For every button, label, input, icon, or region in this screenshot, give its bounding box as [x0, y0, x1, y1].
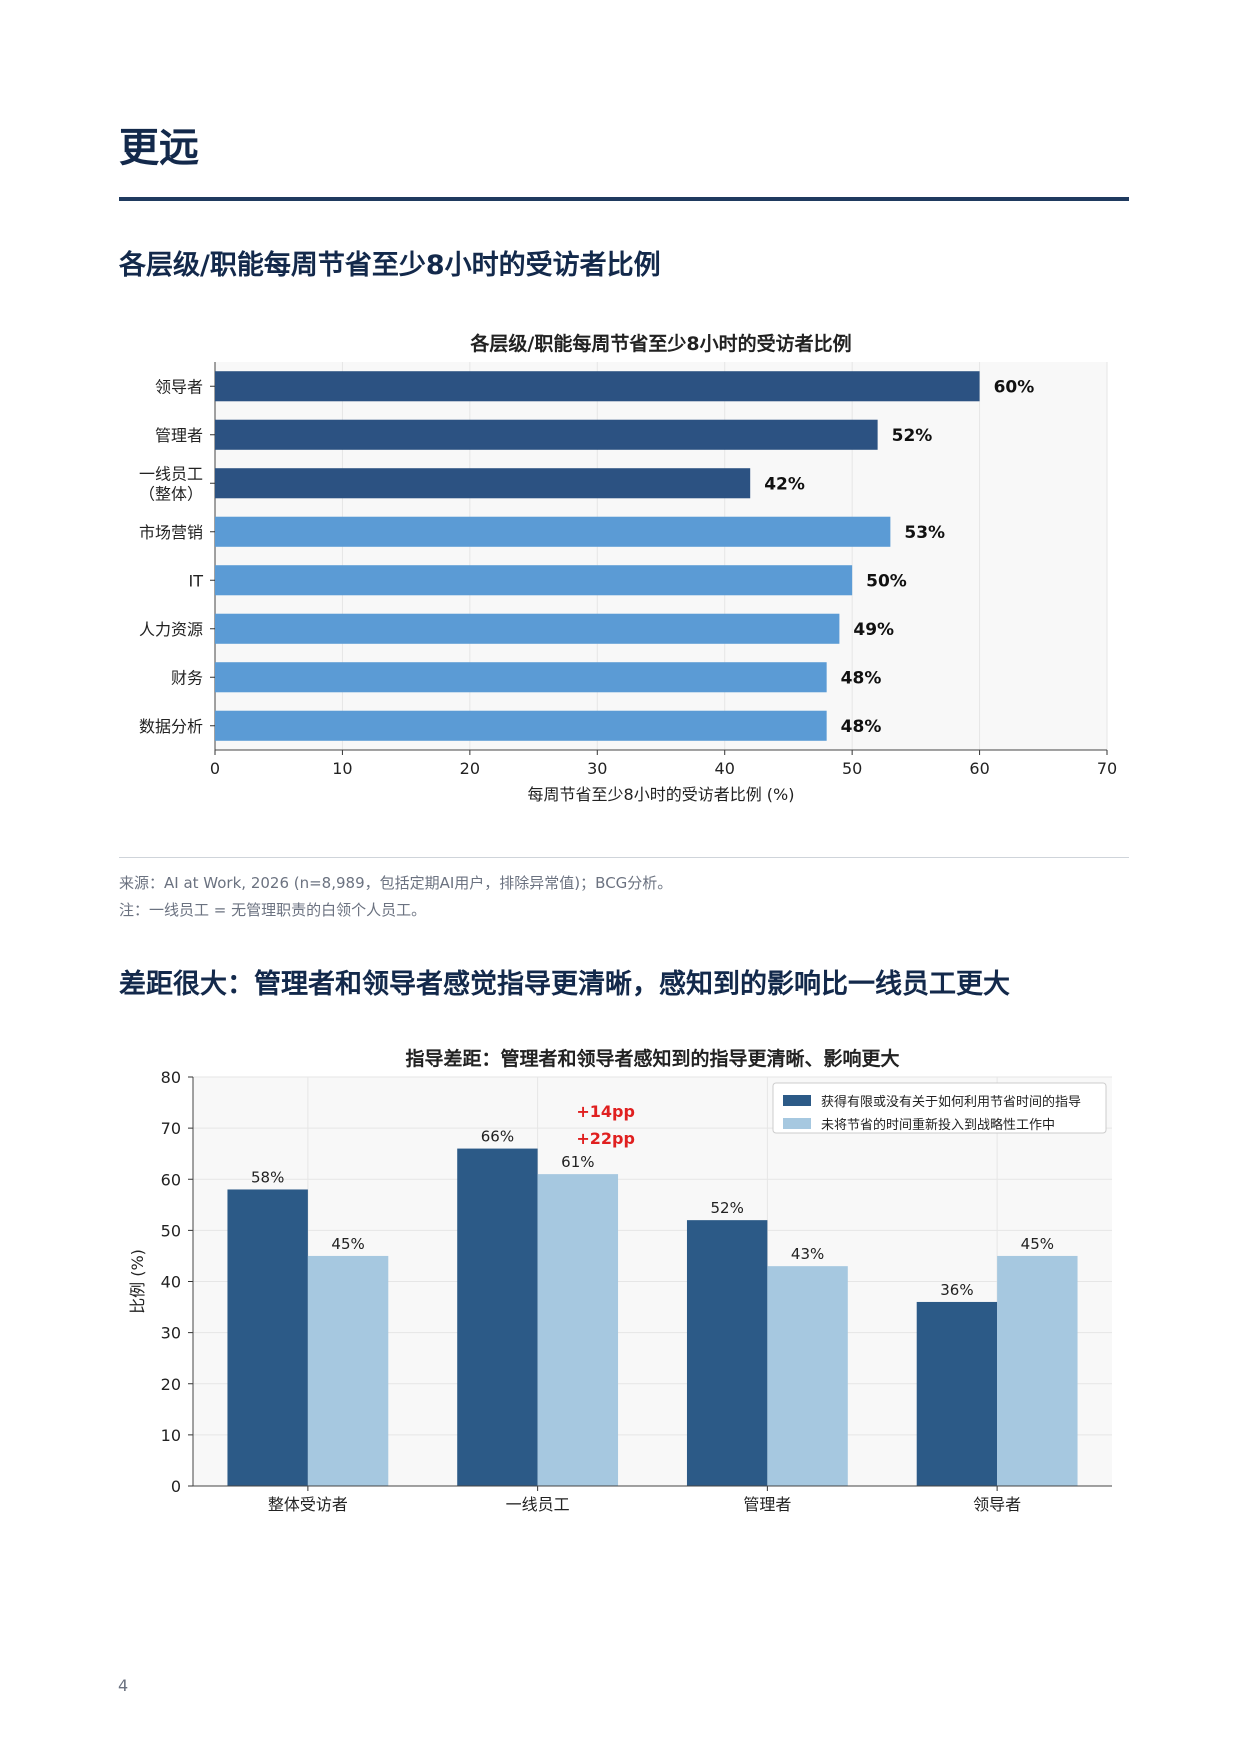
bar-value-label: 43%	[791, 1245, 824, 1263]
x-tick-label: 60	[969, 759, 989, 778]
category-label: 领导者	[973, 1495, 1021, 1514]
bar-value-label: 48%	[841, 668, 882, 688]
bar	[686, 1220, 768, 1486]
bar-value-label: 52%	[892, 426, 933, 446]
legend-swatch	[783, 1095, 811, 1106]
bar	[537, 1174, 619, 1486]
bar-value-label: 66%	[481, 1128, 514, 1146]
bar-value-label: 36%	[940, 1281, 973, 1299]
y-tick-label: 0	[171, 1477, 181, 1496]
x-tick-label: 40	[715, 759, 735, 778]
x-tick-label: 30	[587, 759, 607, 778]
title-divider	[119, 197, 1129, 201]
bar-value-label: 53%	[904, 523, 945, 543]
hours-saved-bar-chart: 各层级/职能每周节省至少8小时的受访者比例 0 10 20 30 40 50 60 70 60% 领…	[139, 332, 1117, 804]
category-label: 管理者	[155, 426, 203, 445]
bar-value-label: 49%	[853, 620, 894, 640]
category-label: 一线员工	[506, 1495, 570, 1514]
y-tick-label: 80	[161, 1068, 181, 1087]
bar-value-label: 58%	[251, 1168, 284, 1186]
footnote: 注：一线员工 = 无管理职责的白领个人员工。	[119, 901, 427, 919]
bar	[457, 1148, 538, 1486]
category-label: 数据分析	[139, 717, 203, 736]
page-number: 4	[118, 1676, 129, 1695]
x-tick-label: 70	[1097, 759, 1117, 778]
bar-value-label: 52%	[710, 1199, 743, 1217]
y-tick-label: 70	[161, 1119, 181, 1138]
category-label: 领导者	[155, 377, 203, 396]
y-tick-label: 50	[161, 1221, 181, 1240]
bar	[215, 710, 827, 741]
gap-annotation: +22pp	[576, 1129, 635, 1148]
y-tick-label: 60	[161, 1170, 181, 1189]
category-label: IT	[189, 571, 204, 590]
x-tick-label: 50	[842, 759, 862, 778]
bar-value-label: 42%	[764, 474, 805, 494]
chart-title: 指导差距：管理者和领导者感知到的指导更清晰、影响更大	[405, 1047, 899, 1070]
source-divider	[119, 857, 1129, 858]
page-title: 更远	[119, 125, 199, 171]
category-label: 市场营销	[139, 523, 203, 542]
bar-value-label: 50%	[866, 571, 907, 591]
bar-value-label: 45%	[1021, 1235, 1054, 1253]
category-label: 管理者	[743, 1495, 791, 1514]
guidance-gap-bar-chart: 指导差距：管理者和领导者感知到的指导更清晰、影响更大 0 10 20 30 40 50 60 7…	[128, 1047, 1112, 1514]
y-tick-label: 40	[161, 1273, 181, 1292]
bar	[215, 662, 827, 693]
source-note: 来源：AI at Work, 2026 (n=8,989，包括定期AI用户，排除…	[119, 874, 673, 892]
bar	[227, 1189, 308, 1486]
x-tick-label: 20	[460, 759, 480, 778]
y-tick-label: 30	[161, 1324, 181, 1343]
x-tick-label: 10	[332, 759, 352, 778]
bar	[215, 468, 751, 499]
category-label: 一线员工（整体）	[139, 464, 203, 503]
chart-title: 各层级/职能每周节省至少8小时的受访者比例	[469, 332, 851, 355]
bar-value-label: 60%	[994, 377, 1035, 397]
bar	[215, 565, 853, 596]
bar	[767, 1266, 848, 1486]
bar-value-label: 45%	[331, 1235, 364, 1253]
section-heading-guidance-gap: 差距很大：管理者和领导者感觉指导更清晰，感知到的影响比一线员工更大	[119, 969, 1010, 1000]
y-axis-label: 比例 (%)	[128, 1249, 147, 1314]
category-label: 整体受访者	[268, 1495, 348, 1514]
category-label: 财务	[171, 668, 203, 687]
legend-label: 未将节省的时间重新投入到战略性工作中	[821, 1117, 1055, 1133]
bar-value-label: 61%	[561, 1153, 594, 1171]
bar	[215, 419, 878, 450]
bar	[215, 371, 980, 402]
bar	[215, 613, 840, 644]
y-tick-label: 20	[161, 1375, 181, 1394]
legend-box	[772, 1082, 1107, 1134]
legend-swatch	[783, 1118, 811, 1129]
bar	[307, 1255, 389, 1486]
x-tick-label: 0	[210, 759, 220, 778]
bar	[215, 516, 891, 547]
bar	[997, 1255, 1078, 1486]
y-tick-label: 10	[161, 1426, 181, 1445]
section-heading-hours-saved: 各层级/职能每周节省至少8小时的受访者比例	[119, 250, 661, 281]
bar	[916, 1301, 998, 1486]
bar-value-label: 48%	[841, 717, 882, 737]
x-axis-label: 每周节省至少8小时的受访者比例 (%)	[528, 785, 795, 804]
category-label: 人力资源	[139, 620, 203, 639]
legend-label: 获得有限或没有关于如何利用节省时间的指导	[821, 1094, 1081, 1110]
gap-annotation: +14pp	[576, 1102, 635, 1121]
